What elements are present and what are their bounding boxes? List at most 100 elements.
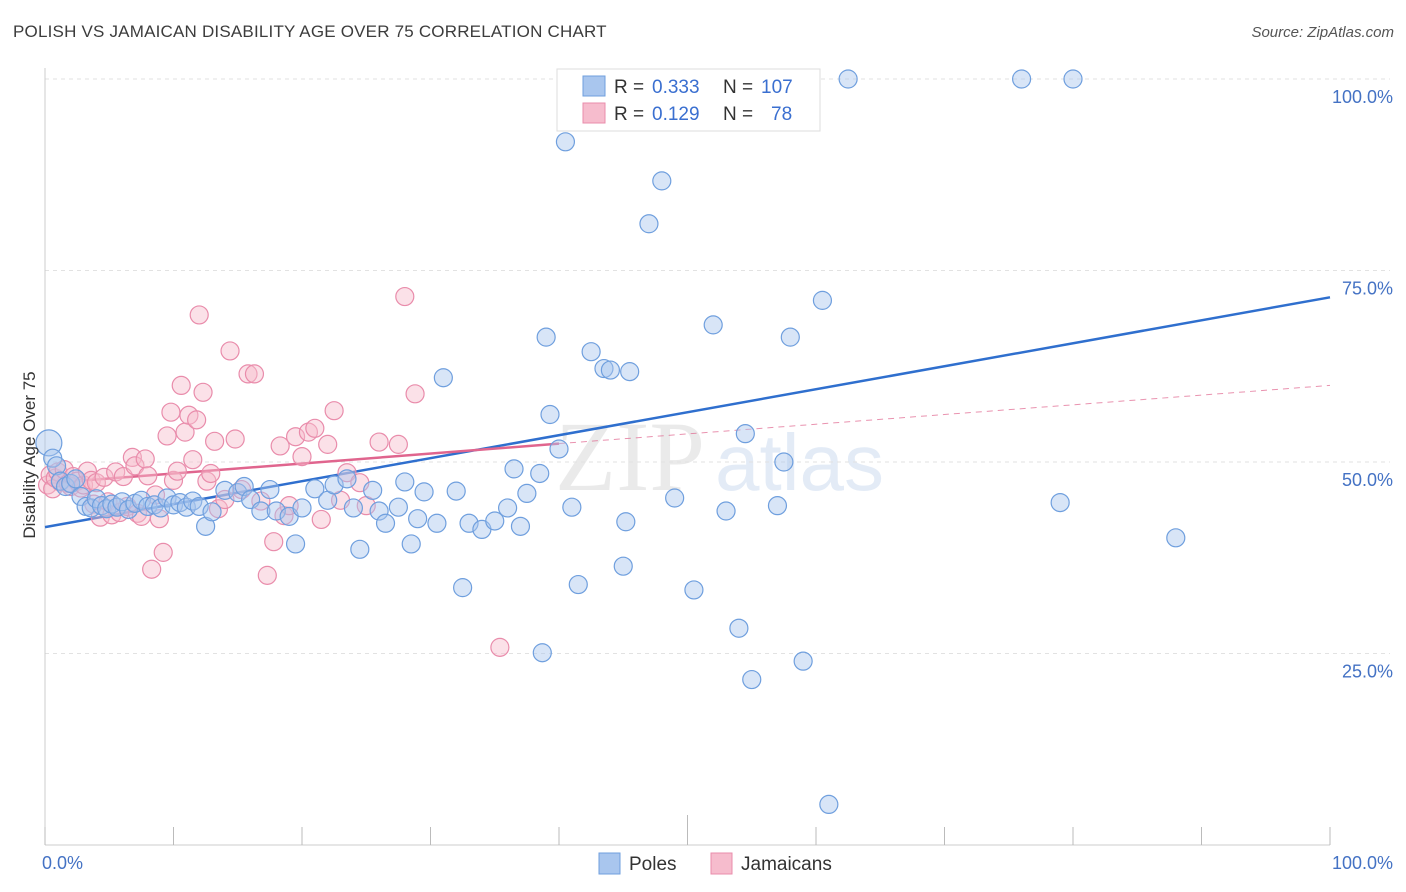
poles-point: [620, 362, 640, 382]
legend-poles-swatch: [598, 852, 621, 875]
poles-point: [1050, 492, 1070, 513]
jamaicans-point: [270, 436, 290, 456]
poles-point: [767, 496, 788, 516]
jamaicans-points: [37, 286, 510, 657]
poles-point: [581, 342, 601, 362]
jamaicans-r-value: 0.129: [652, 104, 700, 125]
x-tick-label: 0.0%: [42, 853, 83, 873]
jamaicans-point: [94, 467, 114, 487]
source-label: Source: ZipAtlas.com: [1251, 24, 1394, 41]
y-tick-label: 25.0%: [1342, 662, 1393, 682]
jamaicans-point: [311, 509, 331, 530]
poles-point: [1063, 69, 1083, 89]
jamaicans-point: [135, 449, 155, 469]
watermark: ZIP atlas: [555, 401, 884, 512]
poles-point: [305, 479, 325, 499]
poles-point: [369, 501, 389, 521]
jamaicans-point: [157, 426, 177, 446]
poles-point: [530, 463, 550, 484]
jamaicans-n-value: 78: [771, 104, 792, 125]
jamaicans-point: [193, 382, 213, 402]
jamaicans-point: [318, 434, 338, 454]
poles-point: [363, 480, 383, 500]
jamaicans-point: [125, 456, 145, 476]
poles-point: [498, 498, 518, 518]
poles-point: [337, 469, 357, 489]
poles-point: [55, 476, 76, 497]
jamaicans-point: [388, 434, 408, 454]
jamaicans-point: [167, 461, 187, 481]
y-tick-label: 50.0%: [1342, 470, 1393, 490]
poles-r-value: 0.333: [652, 77, 700, 98]
jamaicans-trend-line: [44, 442, 560, 485]
poles-point: [600, 360, 621, 380]
poles-point: [517, 483, 537, 504]
poles-point: [510, 516, 531, 536]
poles-n-value: 107: [761, 77, 793, 98]
jamaicans-n-label: N =: [723, 104, 753, 125]
jamaicans-point: [187, 410, 207, 430]
watermark-zip: ZIP: [555, 401, 705, 512]
poles-point: [427, 513, 447, 533]
poles-point: [408, 509, 428, 529]
jamaicans-point: [205, 431, 225, 451]
jamaicans-point: [285, 427, 306, 447]
poles-point: [189, 496, 209, 517]
poles-point: [107, 497, 127, 517]
poles-point: [555, 132, 576, 152]
poles-point: [729, 618, 749, 638]
jamaicans-point: [369, 432, 389, 452]
series-legend: Poles Jamaicans: [598, 852, 832, 875]
poles-point: [652, 171, 672, 191]
poles-trend-line: [44, 296, 1331, 529]
poles-point: [446, 481, 466, 501]
tick-labels: 25.0% 50.0% 75.0% 100.0% 0.0% 100.0%: [42, 87, 1393, 873]
poles-point: [504, 459, 524, 479]
axes: [44, 68, 1331, 846]
poles-point: [1011, 69, 1032, 89]
jamaicans-point: [257, 565, 277, 585]
jamaicans-swatch: [582, 102, 606, 124]
poles-point: [838, 69, 858, 89]
poles-point: [260, 479, 280, 500]
poles-point: [616, 512, 636, 532]
jamaicans-point: [490, 637, 510, 657]
jamaicans-point: [220, 341, 240, 361]
poles-point: [433, 368, 453, 388]
poles-point: [343, 498, 363, 518]
y-axis-title: Disability Age Over 75: [20, 371, 39, 538]
poles-point: [594, 358, 614, 379]
poles-point: [562, 497, 582, 517]
poles-point: [774, 452, 794, 472]
jamaicans-point: [405, 384, 425, 404]
poles-point: [703, 315, 723, 335]
poles-point: [532, 643, 552, 663]
poles-n-label: N =: [723, 77, 753, 98]
legend-jamaicans-swatch: [710, 852, 733, 875]
legend-poles-label: Poles: [629, 854, 677, 875]
poles-point: [395, 472, 415, 492]
jamaicans-point: [238, 364, 258, 384]
poles-point: [251, 501, 271, 521]
poles-point: [540, 404, 560, 425]
jamaicans-point: [337, 463, 357, 483]
poles-point: [350, 539, 370, 559]
poles-r-label: R =: [614, 77, 644, 98]
poles-point: [285, 534, 306, 554]
poles-point: [716, 501, 736, 521]
stats-legend: R = 0.333 N = 107 R = 0.129 N = 78: [556, 68, 821, 132]
jamaicans-point: [161, 402, 181, 422]
poles-point: [780, 327, 800, 347]
legend-jamaicans-label: Jamaicans: [741, 854, 832, 875]
poles-point: [202, 502, 222, 522]
poles-point: [388, 497, 408, 517]
poles-point: [91, 496, 112, 516]
x-tick-label: 100.0%: [1332, 853, 1393, 873]
trend-lines: [44, 296, 1331, 529]
poles-point: [613, 556, 633, 576]
jamaicans-point: [183, 450, 203, 470]
poles-point: [292, 498, 312, 518]
jamaicans-r-label: R =: [614, 104, 644, 125]
jamaicans-point: [305, 418, 325, 438]
